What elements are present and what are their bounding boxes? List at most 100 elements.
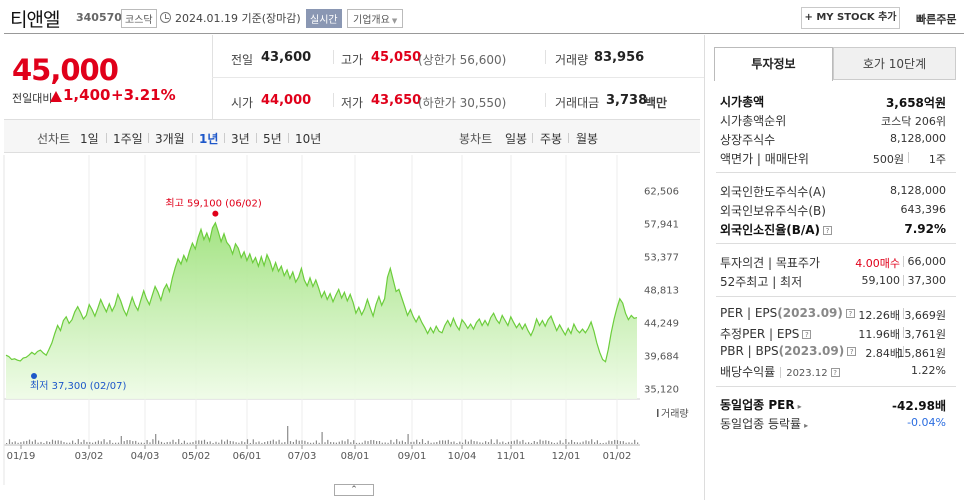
tab-1w[interactable]: 1주일 <box>113 132 143 146</box>
tab-investment-info[interactable]: 투자정보 <box>714 47 833 81</box>
volume-bar <box>370 439 372 444</box>
prev-close-label: 전일 <box>231 53 254 67</box>
cap-rank-value: 코스닥 206위 <box>881 115 946 128</box>
x-tick-label: 03/02 <box>75 451 104 462</box>
tab-5y[interactable]: 5년 <box>263 132 282 146</box>
volume-bar <box>169 441 171 444</box>
tab-separator <box>256 133 257 143</box>
dividend-label-text: 배당수익률 <box>720 365 776 379</box>
company-overview-button[interactable]: 기업개요 ▼ <box>347 9 404 28</box>
volume-bar <box>384 442 386 444</box>
collapse-chevron-up-icon[interactable]: ⌃ <box>334 484 374 496</box>
volume-bar <box>378 441 381 444</box>
chevron-right-icon[interactable]: ▸ <box>797 402 802 411</box>
realtime-button[interactable]: 실시간 <box>306 9 342 28</box>
y-tick-label: 48,813 <box>644 286 679 297</box>
divider <box>903 327 904 338</box>
volume-bar <box>344 441 346 444</box>
divider <box>903 256 904 267</box>
help-icon[interactable]: ? <box>823 226 833 235</box>
divider <box>903 308 904 319</box>
volume-bar <box>189 442 191 444</box>
tab-separator <box>148 133 149 143</box>
volume-bar <box>376 441 378 444</box>
sector-per-label: 동일업종 PER ▸ <box>720 396 802 413</box>
volume-bar <box>315 440 317 444</box>
volume-bar <box>579 442 581 444</box>
price-chart[interactable]: 62,506 57,941 53,377 48,813 44,249 39,684 35,1… <box>0 155 700 485</box>
volume-bar <box>525 442 527 444</box>
volume-bar <box>146 439 148 444</box>
par-label: 액면가 | 매매단위 <box>720 152 809 166</box>
volume-bar <box>637 442 639 444</box>
pbr-period: (2023.09) <box>778 344 845 358</box>
my-stock-add-button[interactable]: + MY STOCK 추가 <box>801 7 900 29</box>
chevron-right-icon[interactable]: ▸ <box>804 421 809 430</box>
volume-bar <box>559 440 561 444</box>
volume-bar <box>599 442 601 444</box>
volume-bar <box>269 440 272 444</box>
est-per-label: 추정PER | EPS? <box>720 325 812 342</box>
eps-value: 3,669원 <box>904 309 946 322</box>
volume-bar <box>413 441 415 444</box>
amount-label: 거래대금 <box>555 96 600 110</box>
price-area <box>6 222 637 399</box>
volume-bar <box>92 442 94 444</box>
lower-limit: (하한가 30,550) <box>418 96 507 110</box>
volume-bar <box>321 432 323 444</box>
tab-1d[interactable]: 1일 <box>80 132 99 146</box>
volume-bar <box>218 442 220 444</box>
tab-order-book[interactable]: 호가 10단계 <box>833 47 956 80</box>
per-eps-label: PER | EPS(2023.09)? <box>720 306 855 320</box>
help-icon[interactable]: ? <box>845 309 855 318</box>
tab-3y[interactable]: 3년 <box>231 132 250 146</box>
volume-bar <box>89 442 91 444</box>
volume-bar <box>396 439 398 444</box>
volume-bar <box>442 440 444 444</box>
tab-1y[interactable]: 1년 <box>199 132 219 146</box>
shares-label: 상장주식수 <box>720 133 776 147</box>
volume-bar <box>381 442 383 444</box>
low-value: 43,650 <box>371 93 422 108</box>
open-value: 44,000 <box>261 93 312 108</box>
volume-bar <box>83 439 85 444</box>
y-tick-label: 57,941 <box>644 220 679 231</box>
volume-bar <box>235 442 237 444</box>
high-label: 고가 <box>341 53 364 67</box>
volume-bar <box>393 442 395 444</box>
volume-bar <box>556 442 558 444</box>
volume-bar <box>625 442 627 444</box>
volume-bar <box>358 442 360 444</box>
opinion-label: 투자의견 | 목표주가 <box>720 256 820 270</box>
volume-bar <box>201 440 203 444</box>
volume-bar <box>404 442 406 444</box>
divider <box>716 296 956 297</box>
tab-daily[interactable]: 일봉 <box>505 132 528 146</box>
tab-monthly[interactable]: 월봉 <box>576 132 599 146</box>
divider <box>333 50 334 64</box>
tab-separator <box>224 133 225 143</box>
volume-bar <box>86 441 88 444</box>
tab-weekly[interactable]: 주봉 <box>540 132 563 146</box>
tab-10y[interactable]: 10년 <box>295 132 322 146</box>
est-per-value: 11.96배 <box>858 328 900 341</box>
est-per-label-text: 추정PER | EPS <box>720 327 800 341</box>
help-icon[interactable]: ? <box>830 368 840 377</box>
pbr-bps-label: PBR | BPS(2023.09)? <box>720 344 857 358</box>
line-chart-label: 선차트 <box>37 132 71 146</box>
x-tick-label: 12/01 <box>552 451 581 462</box>
quick-order-button[interactable]: 빠른주문 <box>916 13 957 26</box>
current-price: 45,000 <box>12 53 119 87</box>
volume-bar <box>261 442 263 444</box>
volume-bar <box>112 442 114 444</box>
volume-bar <box>493 442 495 444</box>
tab-3m[interactable]: 3개월 <box>155 132 185 146</box>
w52-label: 52주최고 | 최저 <box>720 275 803 289</box>
tab-separator <box>106 133 107 143</box>
help-icon[interactable]: ? <box>847 347 857 356</box>
volume-bar <box>619 441 621 444</box>
help-icon[interactable]: ? <box>802 330 812 339</box>
volume-bar <box>281 442 283 444</box>
volume-bar <box>69 442 71 444</box>
volume-bar <box>129 440 131 444</box>
